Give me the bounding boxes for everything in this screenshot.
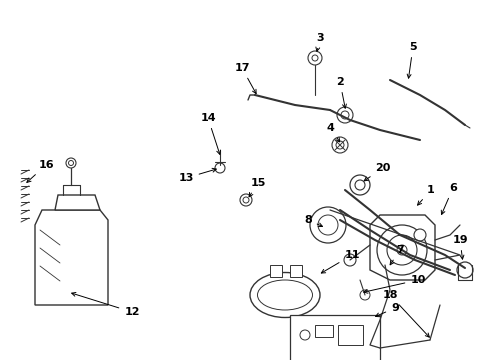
Circle shape [397, 245, 407, 255]
Circle shape [300, 330, 310, 340]
Circle shape [308, 51, 322, 65]
Circle shape [355, 180, 365, 190]
Circle shape [341, 111, 349, 119]
Circle shape [69, 161, 74, 166]
Text: 3: 3 [316, 33, 324, 51]
Text: 11: 11 [321, 250, 360, 273]
Circle shape [360, 290, 370, 300]
Circle shape [243, 197, 249, 203]
Text: 15: 15 [249, 178, 266, 197]
Ellipse shape [258, 280, 313, 310]
Circle shape [318, 215, 338, 235]
Ellipse shape [250, 273, 320, 318]
Text: 13: 13 [178, 168, 216, 183]
Circle shape [310, 207, 346, 243]
Circle shape [457, 262, 473, 278]
Polygon shape [55, 195, 100, 210]
Text: 9: 9 [375, 303, 399, 317]
Text: 10: 10 [364, 275, 426, 293]
Bar [315, 325, 333, 337]
Circle shape [312, 55, 318, 61]
Text: 5: 5 [407, 42, 417, 78]
Circle shape [387, 235, 417, 265]
Text: 8: 8 [304, 215, 322, 227]
Circle shape [66, 158, 76, 168]
Polygon shape [35, 210, 108, 305]
Bar [270, 265, 282, 277]
Text: 7: 7 [390, 245, 404, 265]
Circle shape [350, 175, 370, 195]
Text: 14: 14 [200, 113, 220, 154]
Circle shape [337, 107, 353, 123]
Polygon shape [370, 215, 435, 280]
Text: 17: 17 [234, 63, 256, 94]
Circle shape [215, 163, 225, 173]
Text: 18: 18 [382, 290, 429, 337]
Text: 20: 20 [364, 163, 391, 181]
Bar [290, 265, 302, 277]
Bar [290, 315, 380, 360]
Text: 1: 1 [417, 185, 435, 205]
Text: 4: 4 [326, 123, 340, 142]
Circle shape [344, 254, 356, 266]
Bar [338, 325, 363, 345]
Text: 12: 12 [72, 292, 140, 317]
Text: 19: 19 [452, 235, 468, 259]
Text: 6: 6 [441, 183, 457, 215]
Circle shape [332, 137, 348, 153]
Text: 2: 2 [336, 77, 346, 108]
Circle shape [240, 194, 252, 206]
Circle shape [336, 141, 344, 149]
Circle shape [414, 229, 426, 241]
Text: 16: 16 [27, 160, 54, 183]
Circle shape [377, 225, 427, 275]
